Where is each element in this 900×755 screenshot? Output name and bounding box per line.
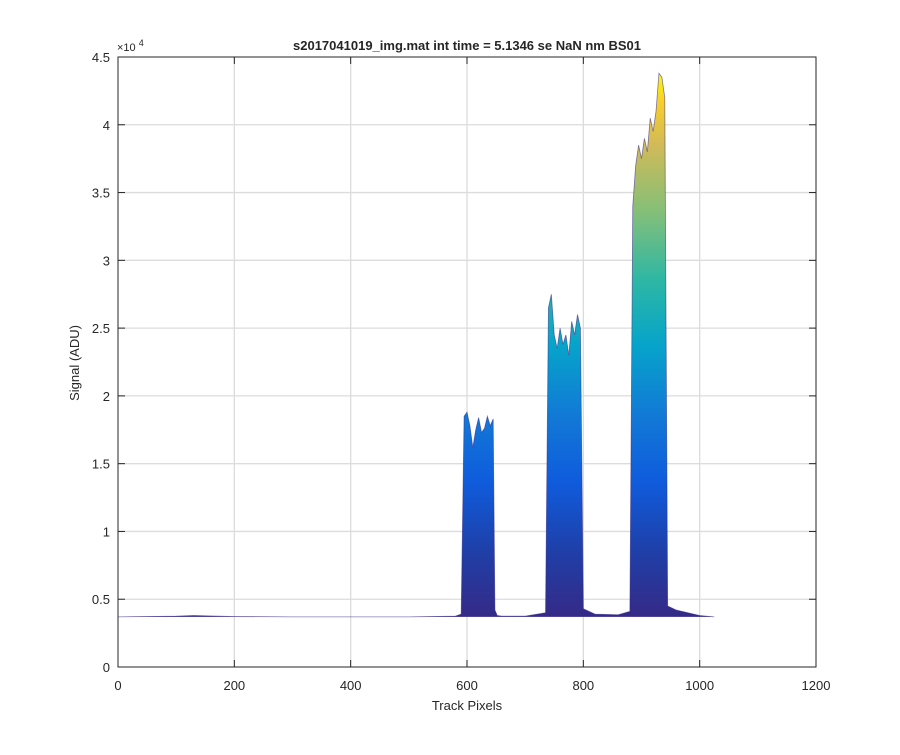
y-tick-label: 0.5 [92,592,110,607]
y-tick-label: 1.5 [92,457,110,472]
x-tick-label: 800 [572,678,594,693]
y-tick-label: 4 [103,118,110,133]
x-tick-label: 200 [223,678,245,693]
y-tick-label: 2 [103,389,110,404]
y-tick-label: 2.5 [92,321,110,336]
chart-title: s2017041019_img.mat int time = 5.1346 se… [293,38,641,53]
y-tick-label: 1 [103,524,110,539]
x-tick-label: 600 [456,678,478,693]
x-axis-label: Track Pixels [432,698,503,713]
data-area-layer [117,72,715,618]
x-tick-label: 400 [340,678,362,693]
x-tick-label: 0 [114,678,121,693]
y-axis-label: Signal (ADU) [67,325,82,401]
y-axis-exponent: ×10 4 [117,38,144,54]
y-axis-exponent-power: 4 [139,38,144,48]
x-tick-label: 1200 [802,678,831,693]
y-tick-label: 3 [103,253,110,268]
axes [117,56,817,668]
y-tick-label: 3.5 [92,186,110,201]
signal-area [118,73,715,617]
y-tick-label: 0 [103,660,110,675]
signal-line [117,72,715,618]
y-tick-label: 4.5 [92,50,110,65]
tick-labels: 0 200 400 600 800 1000 1200 0 0.5 1 1.5 2 2.5 3 3.5 4 4.… [92,50,831,693]
y-axis-exponent-base: ×10 [117,42,136,54]
x-tick-label: 1000 [685,678,714,693]
